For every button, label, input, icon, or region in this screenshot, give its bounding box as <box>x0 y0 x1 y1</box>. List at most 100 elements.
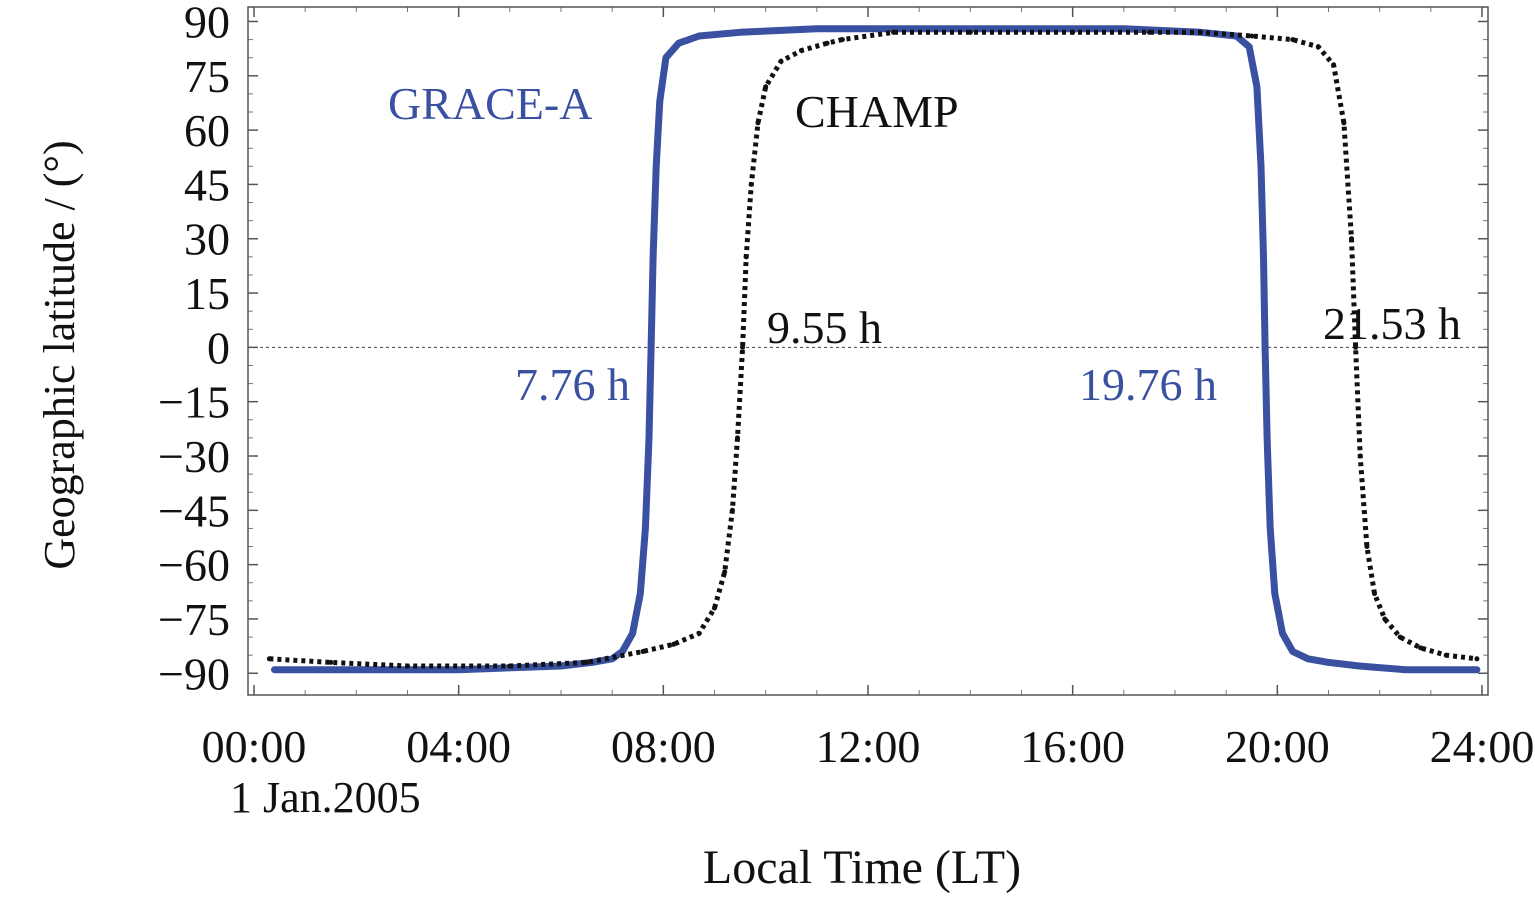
crossing-label-champ-morning: 9.55 h <box>767 302 882 353</box>
data-point-champ <box>740 344 746 350</box>
data-point-champ <box>729 507 735 513</box>
x-tick-labels: 00:00 04:00 08:00 12:00 16:00 20:00 24:00 <box>202 721 1535 772</box>
x-axis-label: Local Time (LT) <box>703 841 1021 894</box>
data-point-champ <box>507 663 513 669</box>
data-point-grace-a <box>1289 648 1296 655</box>
data-point-grace-a <box>1356 663 1363 669</box>
y-tick-label: 75 <box>184 51 230 102</box>
data-point-grace-a <box>1246 43 1253 50</box>
data-point-grace-a <box>1253 83 1260 90</box>
axis-ticks <box>248 7 1488 695</box>
data-point-champ <box>722 569 728 575</box>
data-point-champ <box>1372 591 1377 597</box>
data-point-champ <box>1290 37 1296 43</box>
data-point-champ <box>1315 44 1321 50</box>
data-point-champ <box>1443 652 1449 658</box>
data-point-champ <box>328 659 334 665</box>
crossing-label-grace-a-evening: 19.76 h <box>1079 359 1217 410</box>
data-point-champ <box>1349 236 1354 242</box>
data-point-grace-a <box>1264 434 1271 441</box>
y-tick-label: 90 <box>184 0 230 47</box>
legend-label-grace-a: GRACE-A <box>388 78 592 129</box>
series-line-grace-a <box>271 25 1481 674</box>
y-tick-label: −15 <box>158 377 230 428</box>
crossing-label-champ-evening: 21.53 h <box>1323 298 1461 349</box>
data-point-grace-a <box>737 29 744 36</box>
y-tick-label: −75 <box>158 594 230 645</box>
data-point-grace-a <box>637 590 644 597</box>
data-point-champ <box>640 649 646 654</box>
data-point-champ <box>671 641 677 647</box>
data-point-grace-a <box>656 98 663 105</box>
data-point-champ <box>1353 344 1359 350</box>
data-point-grace-a <box>1120 25 1127 32</box>
date-label: 1 Jan.2005 <box>230 773 421 822</box>
y-axis-label: Geographic latitude / (°) <box>35 140 84 569</box>
x-tick-label: 24:00 <box>1430 721 1535 772</box>
x-tick-label: 08:00 <box>611 721 716 772</box>
data-point-champ <box>743 254 749 260</box>
data-point-champ <box>1146 29 1152 35</box>
data-point-grace-a <box>1279 630 1286 637</box>
data-point-grace-a <box>1258 163 1264 170</box>
data-point-grace-a <box>1260 253 1267 260</box>
data-point-grace-a <box>353 666 360 673</box>
series-grace-a <box>271 25 1481 674</box>
data-point-grace-a <box>648 344 655 351</box>
data-point-grace-a <box>1262 344 1269 351</box>
data-point-grace-a <box>1325 659 1332 666</box>
plot-frame <box>247 6 1489 696</box>
data-point-grace-a <box>646 434 652 441</box>
data-point-champ <box>748 181 754 187</box>
y-tick-label: −45 <box>158 485 230 536</box>
data-point-champ <box>967 29 973 35</box>
data-point-champ <box>1397 634 1403 640</box>
series-layer <box>266 25 1481 674</box>
data-point-champ <box>839 37 845 43</box>
data-point-grace-a <box>1267 525 1274 532</box>
data-point-grace-a <box>675 40 682 47</box>
data-point-champ <box>824 40 830 46</box>
y-tick-label: 0 <box>207 322 230 373</box>
y-tick-label: 45 <box>184 159 230 210</box>
data-point-grace-a <box>642 525 649 532</box>
data-point-champ <box>1418 645 1424 651</box>
legend-label-champ: CHAMP <box>795 86 959 137</box>
data-point-champ <box>1249 33 1255 39</box>
y-tick-label: 30 <box>184 214 230 265</box>
data-point-champ <box>891 29 897 35</box>
data-point-grace-a <box>1305 655 1311 662</box>
data-point-champ <box>778 58 784 64</box>
series-champ <box>266 29 1480 669</box>
data-point-champ <box>1341 120 1347 126</box>
y-tick-label: −90 <box>158 648 230 699</box>
data-point-grace-a <box>1473 666 1480 673</box>
data-point-grace-a <box>271 666 278 673</box>
x-tick-label: 04:00 <box>406 721 511 772</box>
data-point-grace-a <box>1402 666 1409 673</box>
y-tick-label: −30 <box>158 431 230 482</box>
y-tick-label: −60 <box>158 540 230 591</box>
data-point-grace-a <box>696 33 703 39</box>
data-point-grace-a <box>1271 590 1278 597</box>
x-tick-label: 00:00 <box>202 721 307 772</box>
data-point-champ <box>763 84 769 90</box>
data-point-champ <box>1070 29 1076 35</box>
data-point-champ <box>1364 544 1370 549</box>
x-tick-label: 20:00 <box>1225 721 1330 772</box>
y-tick-label: 15 <box>184 268 230 319</box>
data-point-champ <box>696 630 702 636</box>
y-tick-label: 60 <box>184 105 230 156</box>
data-point-champ <box>1474 656 1480 662</box>
data-point-grace-a <box>629 630 636 637</box>
data-point-champ <box>712 605 717 611</box>
data-point-grace-a <box>650 253 657 260</box>
data-point-champ <box>266 656 272 662</box>
data-point-champ <box>799 48 804 53</box>
data-point-champ <box>755 120 761 126</box>
data-point-grace-a <box>662 54 669 61</box>
data-point-champ <box>735 435 740 441</box>
data-point-champ <box>1198 29 1204 35</box>
